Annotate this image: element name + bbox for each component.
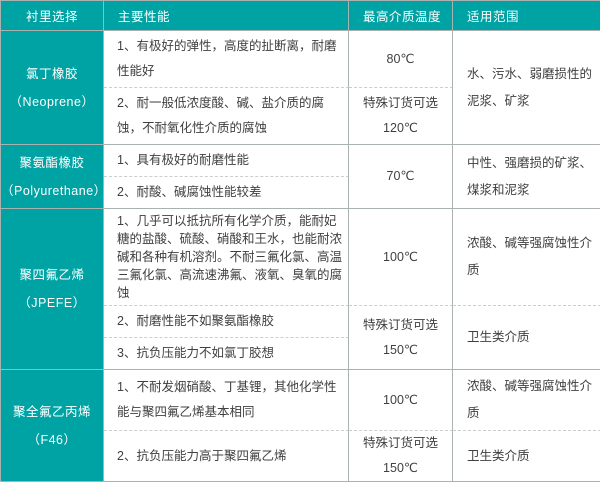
material-name: 聚氨酯橡胶 — [19, 155, 85, 170]
scope-cell: 中性、强磨损的矿浆、煤浆和泥浆 — [453, 145, 600, 209]
scope-cell: 浓酸、碱等强腐蚀性介质 — [453, 370, 600, 431]
temperature-cell: 80℃ — [349, 31, 453, 88]
temperature-cell: 特殊订货可选 150℃ — [349, 306, 453, 370]
temperature-cell: 特殊订货可选 150℃ — [349, 431, 453, 482]
performance-cell: 1、几乎可以抵抗所有化学介质，能耐妃糖的盐酸、硫酸、硝酸和王水，也能耐浓碱和各种… — [104, 209, 349, 306]
performance-cell: 2、耐一般低浓度酸、碱、盐介质的腐蚀，不耐氧化性介质的腐蚀 — [104, 88, 349, 145]
performance-cell: 2、耐磨性能不如聚氨酯橡胶 — [104, 306, 349, 338]
table-row: 2、耐磨性能不如聚氨酯橡胶 特殊订货可选 150℃ 卫生类介质 — [1, 306, 600, 370]
material-cell-ptfe: 聚四氟乙烯 （JPEFE） — [1, 209, 104, 370]
header-cell-max-medium-temperature: 最高介质温度 — [349, 1, 453, 31]
performance-cell: 3、抗负压能力不如氯丁胶想 — [104, 338, 349, 370]
scope-cell: 卫生类介质 — [453, 306, 600, 370]
table-row: 聚全氟乙丙烯 （F46） 1、不耐发烟硝酸、丁基锂，其他化学性能与聚四氟乙烯基本… — [1, 370, 600, 482]
material-cell-neoprene: 氯丁橡胶 （Neoprene） — [1, 31, 104, 145]
material-subname: （Neoprene） — [9, 94, 95, 109]
table-row: 2、耐酸、碱腐蚀性能较差 — [1, 177, 600, 209]
header-cell-applicable-range: 适用范围 — [453, 1, 600, 31]
table-row: 聚四氟乙烯 （JPEFE） 1、几乎可以抵抗所有化学介质，能耐妃糖的盐酸、硫酸、… — [1, 209, 600, 370]
performance-cell: 2、抗负压能力高于聚四氟乙烯 — [104, 431, 349, 482]
temperature-cell: 100℃ — [349, 370, 453, 431]
performance-cell: 1、不耐发烟硝酸、丁基锂，其他化学性能与聚四氟乙烯基本相同 — [104, 370, 349, 431]
performance-cell: 1、具有极好的耐磨性能 — [104, 145, 349, 177]
header-cell-lining-choice: 衬里选择 — [1, 1, 104, 31]
temperature-cell: 特殊订货可选 120℃ — [349, 88, 453, 145]
temperature-cell: 70℃ — [349, 145, 453, 209]
scope-cell: 浓酸、碱等强腐蚀性介质 — [453, 209, 600, 306]
table-row: 氯丁橡胶 （Neoprene） 1、有极好的弹性，高度的扯断离，耐磨性能好 80… — [1, 31, 600, 145]
material-name: 聚全氟乙丙烯 — [12, 404, 91, 419]
material-cell-polyurethane: 聚氨酯橡胶 （Polyurethane） — [1, 145, 107, 209]
material-name: 聚四氟乙烯 — [19, 268, 85, 282]
table-row: 3、抗负压能力不如氯丁胶想 — [1, 338, 600, 370]
table-row: 聚氨酯橡胶 （Polyurethane） 1、具有极好的耐磨性能 70℃ 中性、… — [1, 145, 600, 209]
material-name: 氯丁橡胶 — [25, 66, 78, 81]
header-cell-main-performance: 主要性能 — [104, 1, 349, 31]
header-row: 衬里选择 主要性能 最高介质温度 适用范围 — [1, 1, 600, 31]
performance-cell: 2、耐酸、碱腐蚀性能较差 — [104, 177, 349, 209]
material-subname: （JPEFE） — [18, 296, 86, 310]
temperature-cell: 100℃ — [349, 209, 453, 306]
material-cell-f46: 聚全氟乙丙烯 （F46） — [1, 370, 104, 482]
scope-cell: 水、污水、弱磨损性的泥浆、矿浆 — [453, 31, 600, 145]
performance-cell: 1、有极好的弹性，高度的扯断离，耐磨性能好 — [104, 31, 349, 88]
table-row: 2、耐一般低浓度酸、碱、盐介质的腐蚀，不耐氧化性介质的腐蚀 特殊订货可选 120… — [1, 88, 600, 145]
material-subname: （F46） — [27, 432, 77, 447]
material-subname: （Polyurethane） — [1, 183, 107, 198]
scope-cell: 卫生类介质 — [453, 431, 600, 482]
